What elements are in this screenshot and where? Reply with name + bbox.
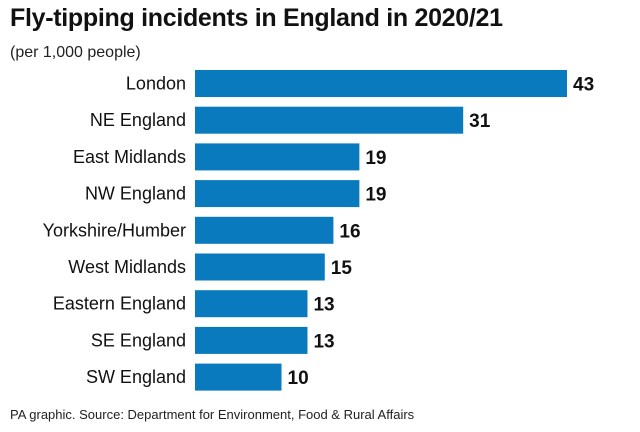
category-label: Eastern England (53, 294, 186, 314)
value-label: 43 (573, 75, 594, 96)
bar (195, 216, 334, 244)
bar (195, 143, 360, 171)
value-label: 13 (313, 295, 334, 316)
category-label: SW England (86, 367, 186, 387)
bar (195, 180, 360, 208)
value-label: 16 (339, 221, 360, 242)
category-label: SE England (91, 330, 186, 350)
chart-subtitle: (per 1,000 people) (10, 44, 141, 61)
chart-title: Fly-tipping incidents in England in 2020… (10, 4, 503, 32)
value-label: 19 (365, 148, 386, 169)
value-label: 19 (365, 185, 386, 206)
value-label: 31 (469, 111, 491, 132)
bar (195, 290, 308, 318)
category-label: NE England (90, 110, 186, 130)
value-label: 15 (331, 258, 353, 279)
value-label: 13 (313, 331, 334, 352)
value-label: 10 (288, 368, 309, 389)
bar (195, 363, 282, 391)
category-label: NW England (85, 184, 186, 204)
category-label: East Midlands (73, 147, 186, 167)
bar (195, 326, 308, 354)
bar (195, 106, 464, 134)
category-label: Yorkshire/Humber (43, 220, 186, 240)
bar (195, 70, 567, 97)
bar (195, 253, 325, 281)
source-note: PA graphic. Source: Department for Envir… (10, 407, 415, 422)
category-label: West Midlands (68, 257, 186, 277)
category-label: London (126, 74, 186, 94)
